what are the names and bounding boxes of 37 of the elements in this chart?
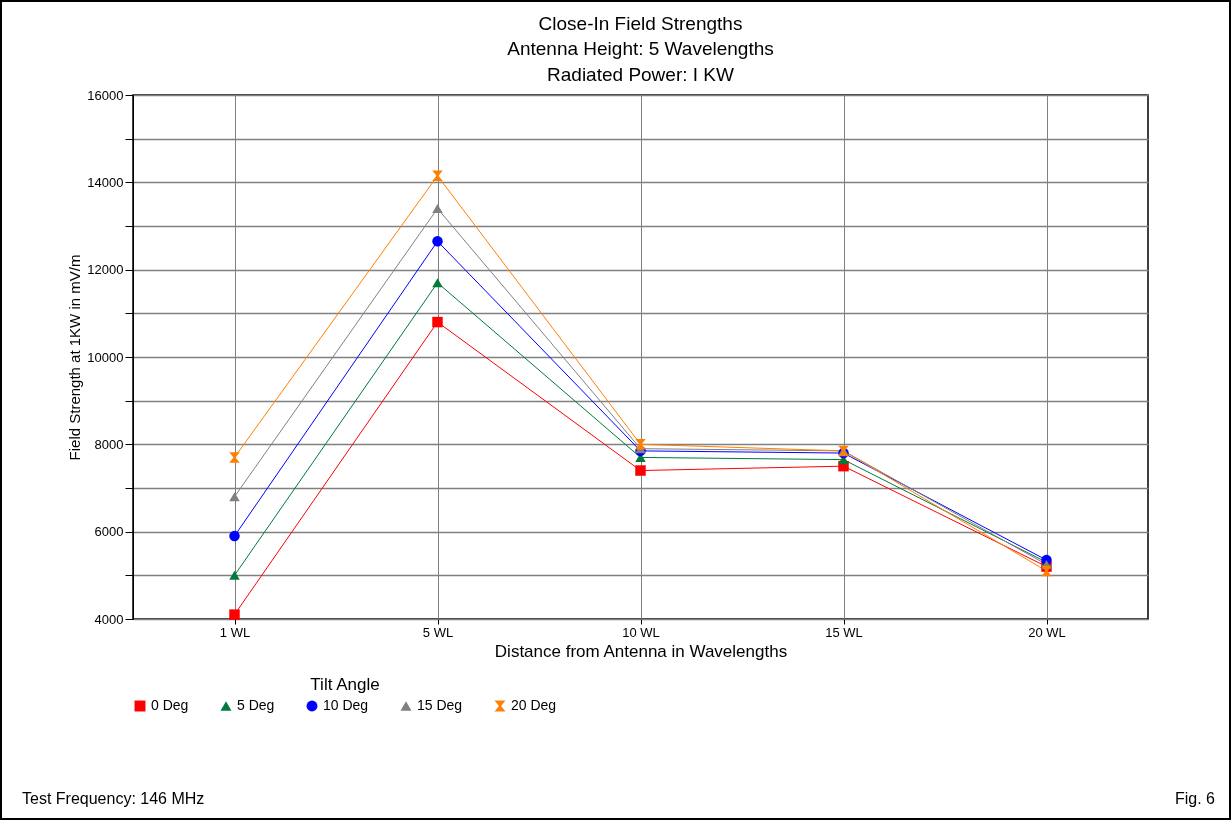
point [229,492,240,502]
y-tick-label: 12000 [87,262,124,278]
x-tick-label: 5 WL [422,624,454,640]
legend-title: Tilt Angle [310,675,380,694]
point [432,278,443,288]
x-tick-label: 1 WL [219,624,251,640]
point [229,530,240,542]
legend-label: 0 Deg [151,697,189,713]
x-axis-title: Distance from Antenna in Wavelengths [494,641,788,661]
y-tick-label: 16000 [87,87,124,103]
x-tick-label: 20 WL [1028,624,1066,640]
x-tick-label: 10 WL [622,624,660,640]
y-tick-label: 8000 [94,436,124,452]
point [229,570,240,580]
y-axis-title: Field Strength at 1KW in mV/m [66,254,84,461]
point [229,609,240,620]
chart-title: Close-In Field Strengths [538,13,743,34]
point [1041,565,1052,577]
legend-label: 10 Deg [323,697,369,713]
chart-subtitle: Antenna Height: 5 Wavelengths Radiated Power: I KW [507,38,774,85]
point [635,439,646,450]
legend-label: 15 Deg [417,697,463,713]
caption: Fig. 6 [1174,790,1215,808]
y-tick-label: 4000 [94,611,124,627]
y-tick-label: 6000 [94,524,124,540]
point [635,465,646,476]
point [432,236,443,247]
point [432,316,443,328]
x-tick-label: 15 WL [825,624,863,640]
point [432,170,443,182]
legend-label: 20 Deg [511,697,557,713]
text: Test Frequency: 146 MHz [22,790,205,808]
point [432,203,443,214]
point [229,452,240,463]
y-tick-label: 14000 [87,174,124,190]
legend-label: 5 Deg [237,697,275,713]
y-tick-label: 10000 [87,349,124,365]
